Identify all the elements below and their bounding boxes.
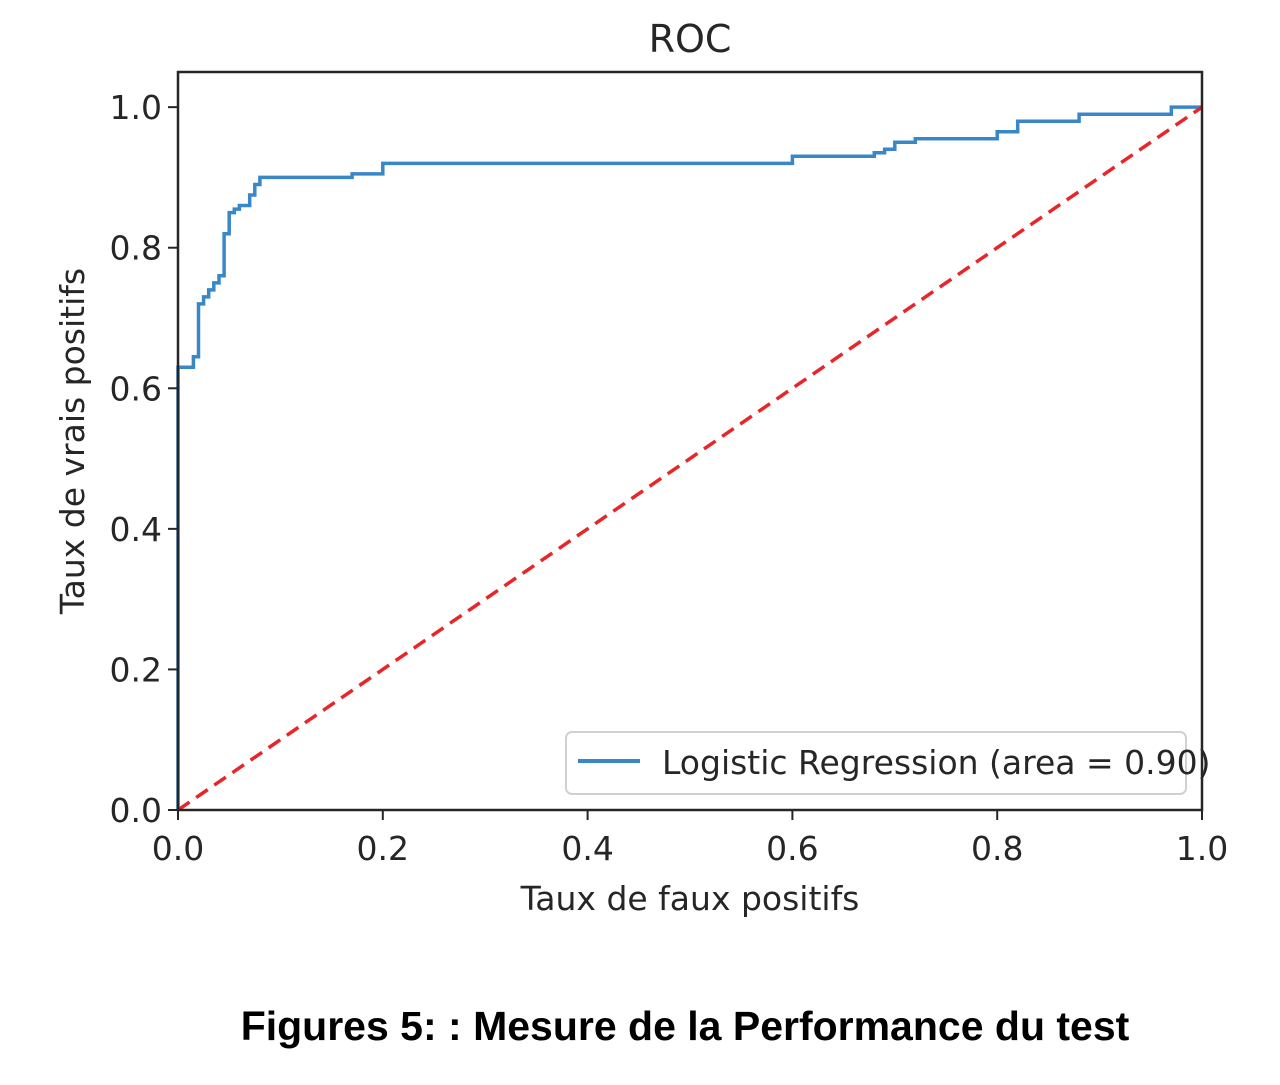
y-tick-label: 0.0 (110, 791, 162, 830)
figure-caption: Figures 5: : Mesure de la Performance du… (240, 1003, 1130, 1049)
y-tick-label: 0.2 (110, 650, 162, 689)
x-axis-label: Taux de faux positifs (520, 879, 860, 918)
chance-diagonal-line (177, 105, 1203, 812)
legend: Logistic Regression (area = 0.90) (565, 731, 1210, 795)
y-tick-label: 1.0 (110, 88, 162, 127)
y-axis-label: Taux de vrais positifs (53, 268, 92, 615)
x-tick-label: 0.0 (152, 829, 204, 868)
roc-chart: 0.0 0.2 0.4 0.6 0.8 1.0 0.0 0.2 0.4 0.6 0.8 1.0 ROC… (53, 17, 1229, 918)
plot-area (178, 72, 1202, 810)
plot-frame (176, 70, 1204, 812)
roc-curve-line (176, 105, 1202, 810)
x-tick-label: 1.0 (1176, 829, 1228, 868)
x-tick-label: 0.8 (971, 829, 1023, 868)
legend-label: Logistic Regression (area = 0.90) (662, 743, 1210, 782)
y-tick-label: 0.8 (110, 229, 162, 268)
y-tick-label: 0.6 (110, 369, 162, 408)
chart-title: ROC (649, 17, 732, 61)
ticks-layer: 0.0 0.2 0.4 0.6 0.8 1.0 0.0 0.2 0.4 0.6 0.8 1.0 (110, 88, 1229, 868)
lines-layer (176, 105, 1203, 812)
y-tick-label: 0.4 (110, 510, 162, 549)
x-tick-label: 0.6 (766, 829, 818, 868)
x-tick-label: 0.4 (561, 829, 613, 868)
x-tick-label: 0.2 (357, 829, 409, 868)
legend-box (565, 731, 1187, 795)
